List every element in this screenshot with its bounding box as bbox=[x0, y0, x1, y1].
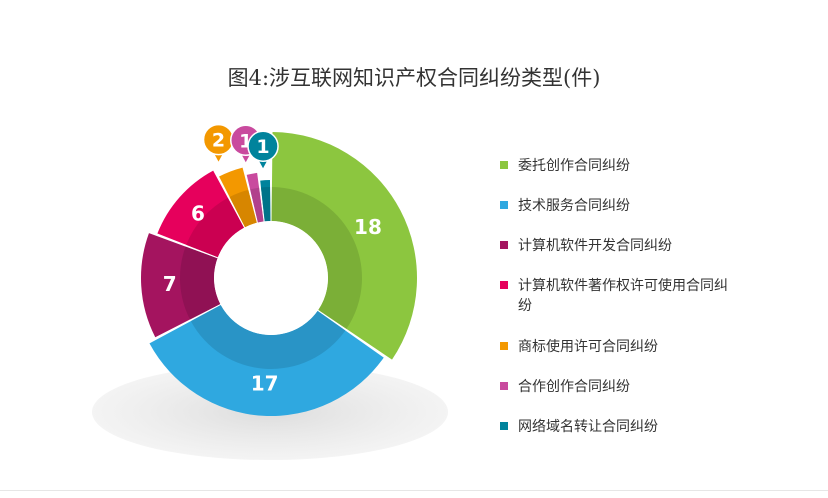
slice-5-callout: 2 bbox=[202, 123, 235, 162]
slice-4-inner-band bbox=[186, 197, 244, 258]
legend-label: 计算机软件著作权许可使用合同纠纷 bbox=[518, 278, 728, 314]
legend-label: 委托创作合同纠纷 bbox=[518, 158, 630, 174]
slice-7-callout: 1 bbox=[247, 130, 279, 169]
legend-label: 商标使用许可合同纠纷 bbox=[518, 339, 658, 355]
slice-4-value-label: 6 bbox=[191, 201, 205, 225]
legend-item: 合作创作合同纠纷 bbox=[500, 377, 738, 397]
slice-2-value-label: 17 bbox=[251, 371, 279, 395]
bottom-divider bbox=[0, 490, 828, 491]
legend-swatch bbox=[500, 382, 508, 390]
legend-item: 技术服务合同纠纷 bbox=[500, 196, 738, 216]
slice-3-value-label: 7 bbox=[163, 272, 177, 296]
slice-2-inner-band bbox=[190, 305, 346, 369]
legend-swatch bbox=[500, 281, 508, 289]
slice-1-inner-band bbox=[271, 187, 362, 329]
slice-6-inner-band bbox=[250, 187, 264, 223]
slice-5-inner-band bbox=[229, 189, 257, 228]
legend-swatch bbox=[500, 201, 508, 209]
legend-label: 合作创作合同纠纷 bbox=[518, 379, 630, 395]
legend-label: 计算机软件开发合同纠纷 bbox=[518, 238, 672, 254]
chart-title: 图4:涉互联网知识产权合同纠纷类型(件) bbox=[227, 66, 601, 90]
slice-7-value-label: 1 bbox=[256, 136, 269, 158]
slice-5-value-label: 2 bbox=[212, 130, 225, 152]
legend-swatch bbox=[500, 342, 508, 350]
slice-1-value-label: 18 bbox=[354, 215, 382, 239]
legend-swatch bbox=[500, 422, 508, 430]
legend-swatch bbox=[500, 161, 508, 169]
legend-item: 商标使用许可合同纠纷 bbox=[500, 337, 738, 357]
donut-hole bbox=[214, 221, 328, 335]
legend-item: 计算机软件开发合同纠纷 bbox=[500, 236, 738, 256]
legend-item: 委托创作合同纠纷 bbox=[500, 156, 738, 176]
legend-label: 网络域名转让合同纠纷 bbox=[518, 419, 658, 435]
slice-7-inner-band bbox=[260, 187, 271, 222]
slice-3-inner-band bbox=[180, 246, 221, 320]
legend-swatch bbox=[500, 241, 508, 249]
legend-item: 网络域名转让合同纠纷 bbox=[500, 417, 738, 437]
legend-label: 技术服务合同纠纷 bbox=[518, 198, 630, 214]
legend-item: 计算机软件著作权许可使用合同纠纷 bbox=[500, 276, 738, 316]
